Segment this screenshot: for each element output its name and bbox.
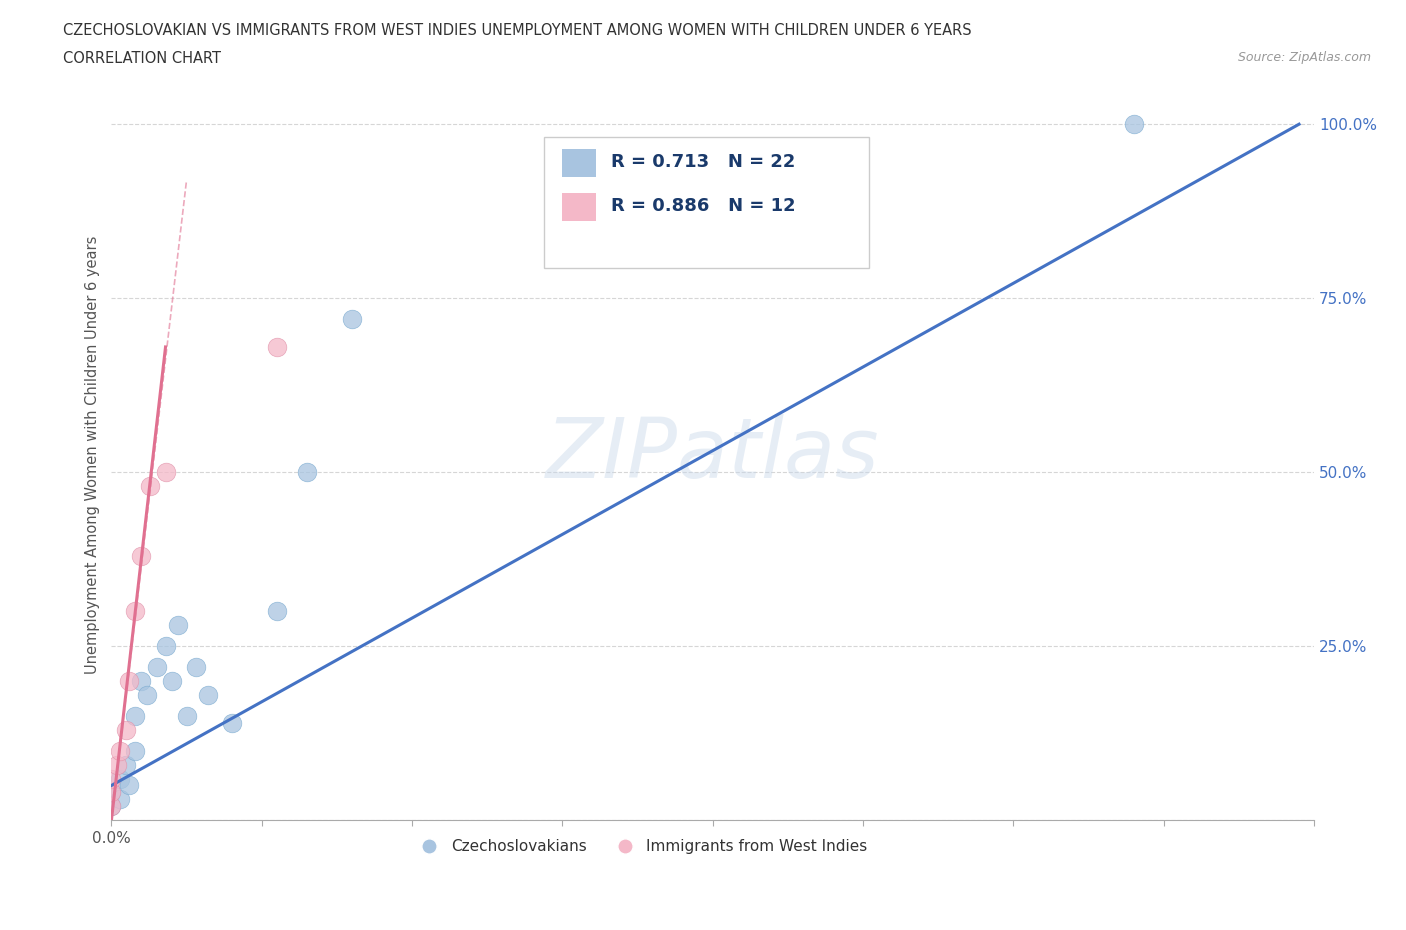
Point bbox=[118, 778, 141, 793]
Text: CZECHOSLOVAKIAN VS IMMIGRANTS FROM WEST INDIES UNEMPLOYMENT AMONG WOMEN WITH CHI: CZECHOSLOVAKIAN VS IMMIGRANTS FROM WEST … bbox=[63, 23, 972, 38]
Point bbox=[100, 785, 122, 800]
Point bbox=[100, 771, 122, 786]
Point bbox=[118, 673, 141, 688]
Point bbox=[340, 312, 363, 326]
Text: ZIPatlas: ZIPatlas bbox=[546, 415, 880, 496]
Point bbox=[295, 465, 318, 480]
Point bbox=[131, 549, 153, 564]
Point bbox=[160, 673, 183, 688]
Point bbox=[124, 604, 146, 618]
FancyBboxPatch shape bbox=[562, 193, 596, 221]
Point bbox=[107, 757, 129, 772]
Point bbox=[136, 687, 159, 702]
Point bbox=[221, 715, 243, 730]
Text: R = 0.886   N = 12: R = 0.886 N = 12 bbox=[610, 197, 796, 216]
Legend: Czechoslovakians, Immigrants from West Indies: Czechoslovakians, Immigrants from West I… bbox=[408, 833, 873, 860]
Text: Source: ZipAtlas.com: Source: ZipAtlas.com bbox=[1237, 51, 1371, 64]
Point bbox=[100, 785, 122, 800]
Point bbox=[124, 743, 146, 758]
Point bbox=[100, 799, 122, 814]
Y-axis label: Unemployment Among Women with Children Under 6 years: Unemployment Among Women with Children U… bbox=[86, 235, 100, 674]
Point bbox=[266, 339, 288, 354]
FancyBboxPatch shape bbox=[544, 137, 869, 269]
Point bbox=[197, 687, 219, 702]
Point bbox=[1122, 117, 1144, 132]
Text: CORRELATION CHART: CORRELATION CHART bbox=[63, 51, 221, 66]
Point bbox=[184, 659, 207, 674]
Point bbox=[145, 659, 167, 674]
Point bbox=[100, 799, 122, 814]
Point bbox=[155, 465, 177, 480]
Point bbox=[110, 743, 132, 758]
Point bbox=[139, 479, 162, 494]
FancyBboxPatch shape bbox=[562, 150, 596, 177]
Point bbox=[115, 757, 138, 772]
Point bbox=[166, 618, 188, 632]
Point bbox=[110, 771, 132, 786]
Point bbox=[176, 709, 198, 724]
Point bbox=[110, 792, 132, 807]
Point bbox=[155, 639, 177, 654]
Point bbox=[124, 709, 146, 724]
Point bbox=[115, 723, 138, 737]
Point bbox=[266, 604, 288, 618]
Point bbox=[131, 673, 153, 688]
Text: R = 0.713   N = 22: R = 0.713 N = 22 bbox=[610, 153, 794, 171]
